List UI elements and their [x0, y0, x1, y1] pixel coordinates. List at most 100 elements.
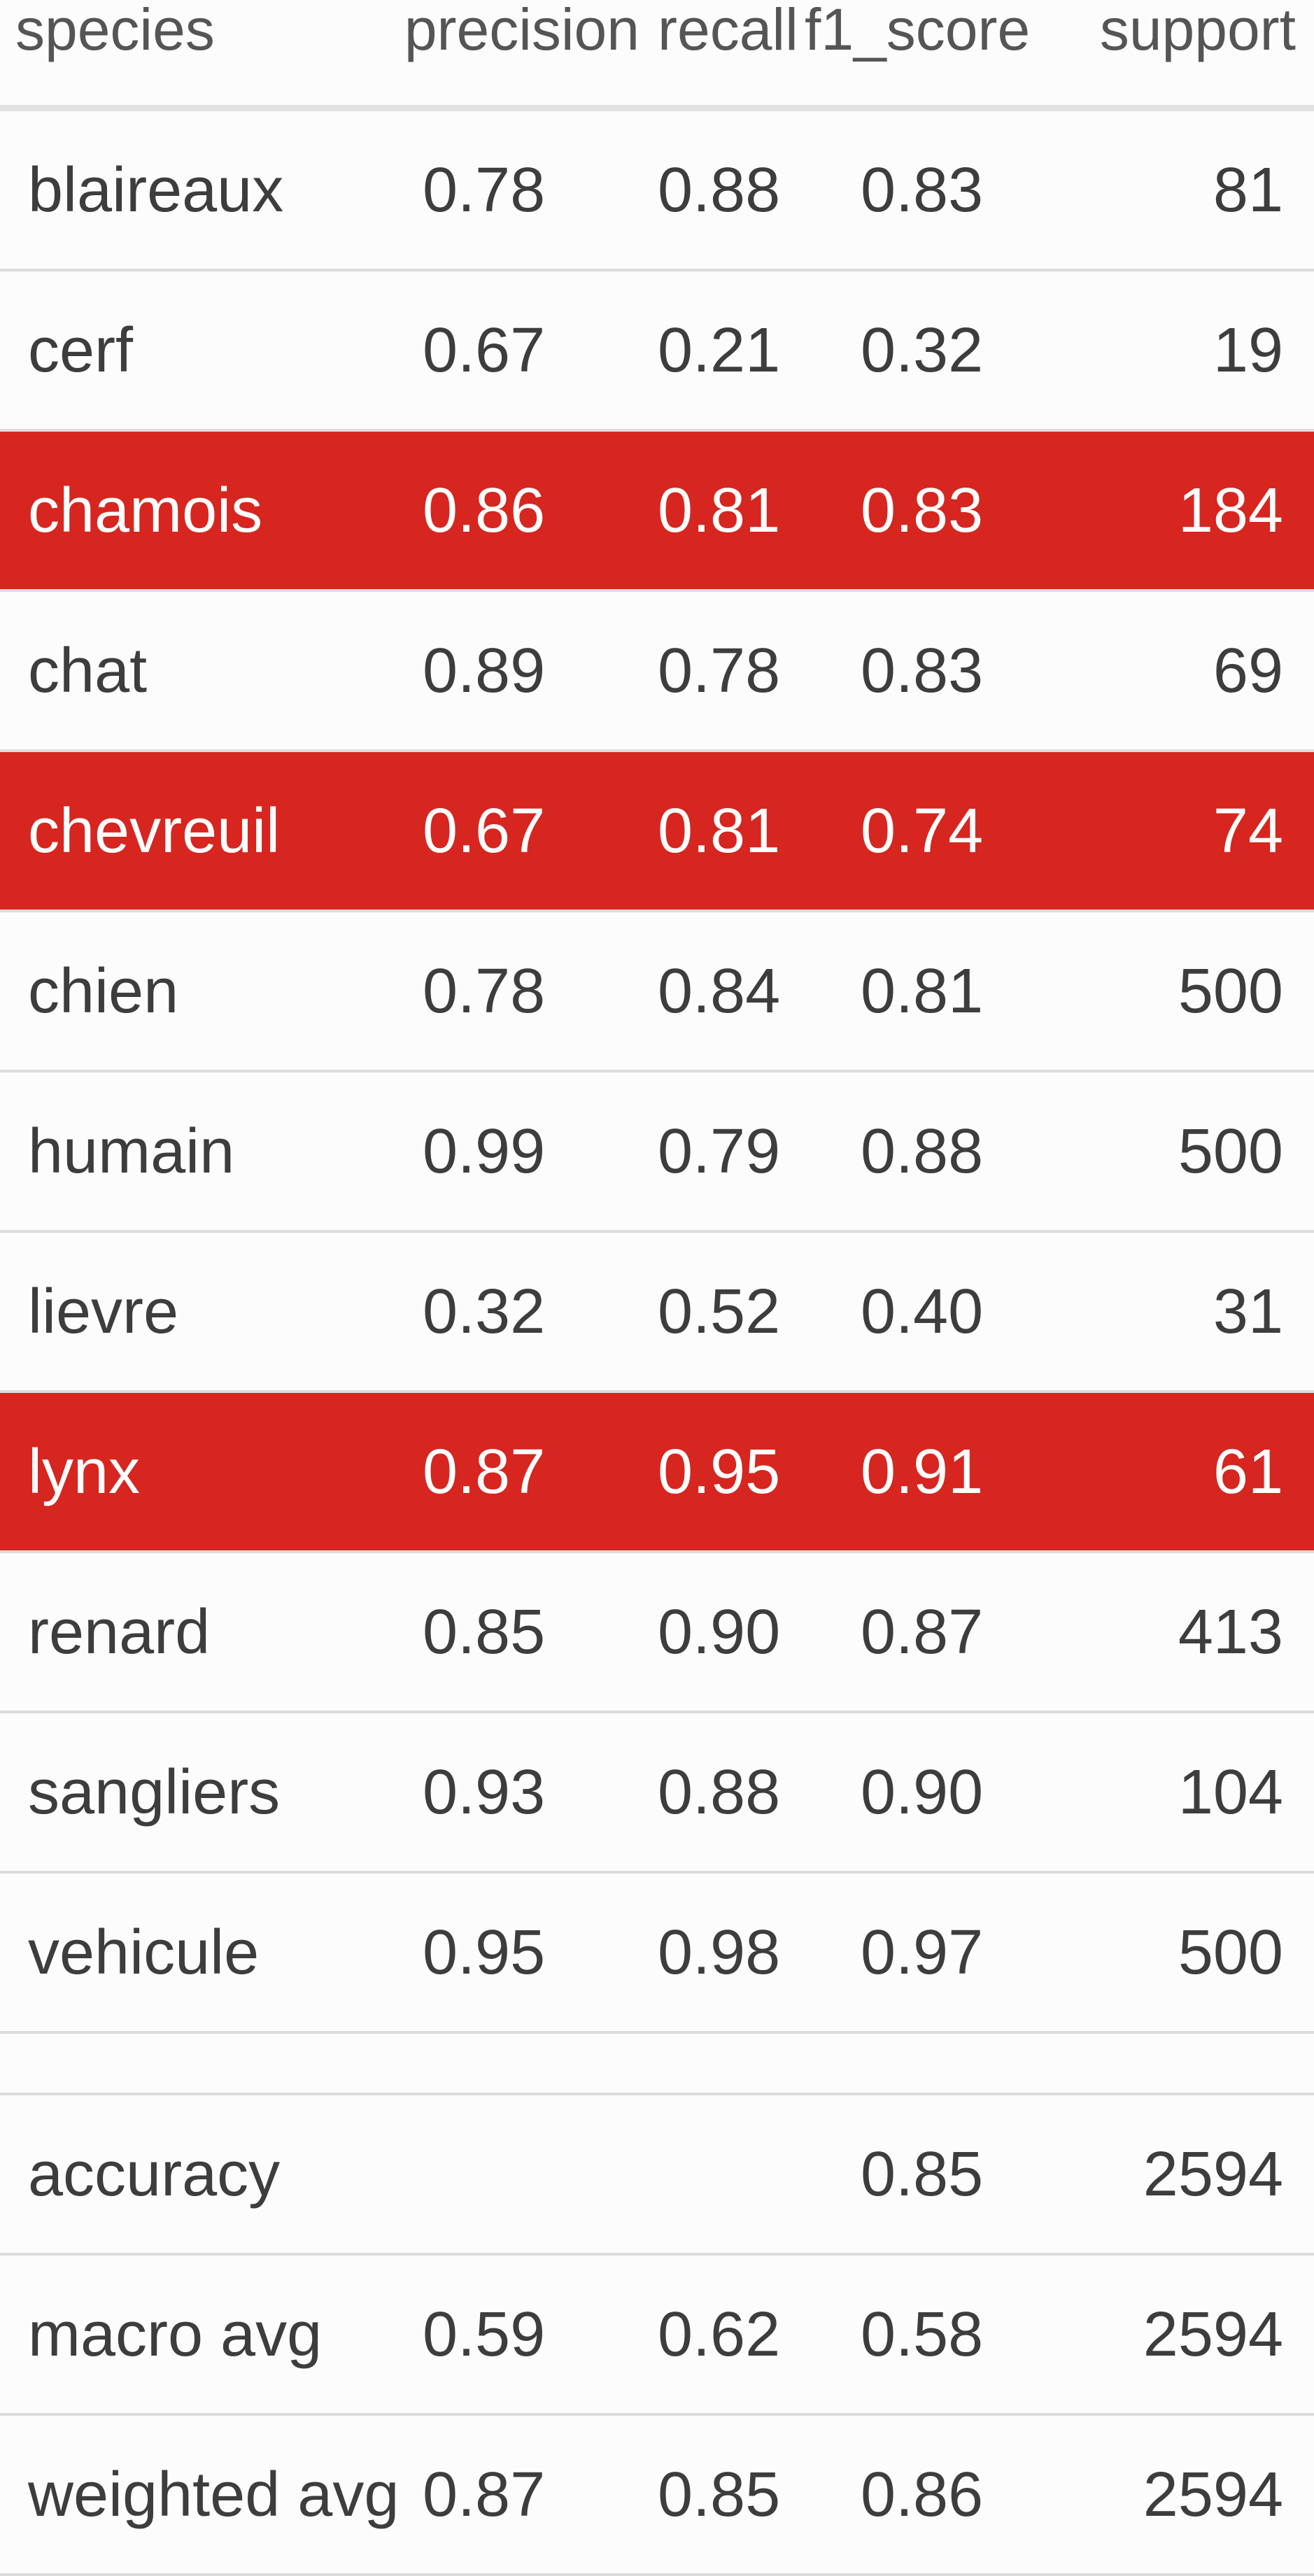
cell-support: 61 [1015, 1392, 1314, 1553]
spacer-cell [0, 2032, 1314, 2095]
cell-species: chat [0, 590, 392, 752]
cell-support: 104 [1015, 1712, 1314, 1874]
table-row: lievre 0.32 0.52 0.40 31 [0, 1231, 1314, 1393]
cell-f1-score: 0.81 [805, 911, 1015, 1073]
cell-support: 74 [1015, 751, 1314, 912]
cell-species: renard [0, 1552, 392, 1713]
table-row: vehicule 0.95 0.98 0.97 500 [0, 1872, 1314, 2034]
cell-precision: 0.89 [392, 590, 658, 752]
cell-recall: 0.21 [658, 270, 805, 432]
cell-f1-score: 0.87 [805, 1552, 1015, 1713]
cell-support: 500 [1015, 911, 1314, 1073]
column-header-species: species [0, 0, 392, 111]
table-body: blaireaux 0.78 0.88 0.83 81 cerf 0.67 0.21 0.32 1… [0, 108, 1314, 2576]
cell-f1-score: 0.97 [805, 1872, 1015, 2034]
cell-support: 413 [1015, 1552, 1314, 1713]
summary-row: macro avg 0.59 0.62 0.58 2594 [0, 2254, 1314, 2416]
cell-f1-score: 0.88 [805, 1071, 1015, 1233]
cell-species: weighted avg [0, 2414, 399, 2576]
cell-recall: 0.81 [658, 751, 805, 912]
cell-precision: 0.99 [392, 1071, 658, 1233]
cell-support: 500 [1015, 1872, 1314, 2034]
cell-f1-score: 0.90 [805, 1712, 1015, 1874]
cell-precision: 0.59 [392, 2254, 658, 2416]
cell-precision: 0.95 [392, 1872, 658, 2034]
table-row: blaireaux 0.78 0.88 0.83 81 [0, 108, 1314, 271]
column-header-f1-score: f1_score [805, 0, 1030, 111]
cell-support: 184 [1015, 430, 1314, 592]
cell-species: cerf [0, 270, 392, 432]
table-row: chamois 0.86 0.81 0.83 184 [0, 430, 1314, 592]
cell-precision: 0.78 [392, 911, 658, 1073]
cell-precision: 0.85 [392, 1552, 658, 1713]
summary-row: accuracy 0.85 2594 [0, 2094, 1314, 2256]
column-header-support: support [1015, 0, 1314, 111]
cell-precision: 0.78 [392, 108, 658, 271]
cell-recall: 0.52 [658, 1231, 805, 1393]
table-row: humain 0.99 0.79 0.88 500 [0, 1071, 1314, 1233]
cell-recall: 0.78 [658, 590, 805, 752]
column-header-recall: recall [658, 0, 805, 111]
cell-support: 2594 [1015, 2414, 1314, 2576]
cell-recall: 0.95 [658, 1392, 805, 1553]
cell-support: 2594 [1015, 2094, 1314, 2256]
table-row: chien 0.78 0.84 0.81 500 [0, 911, 1314, 1073]
cell-precision: 0.87 [392, 1392, 658, 1553]
cell-support: 2594 [1015, 2254, 1314, 2416]
table-row: sangliers 0.93 0.88 0.90 104 [0, 1712, 1314, 1874]
table-row: lynx 0.87 0.95 0.91 61 [0, 1392, 1314, 1553]
cell-precision [392, 2094, 658, 2256]
cell-species: macro avg [0, 2254, 392, 2416]
cell-support: 500 [1015, 1071, 1314, 1233]
cell-support: 31 [1015, 1231, 1314, 1393]
cell-f1-score: 0.91 [805, 1392, 1015, 1553]
column-header-precision: precision [392, 0, 658, 111]
cell-recall: 0.88 [658, 1712, 805, 1874]
cell-f1-score: 0.40 [805, 1231, 1015, 1393]
cell-species: humain [0, 1071, 392, 1233]
table-header: species precision recall f1_score suppor… [0, 0, 1314, 111]
cell-f1-score: 0.83 [805, 590, 1015, 752]
cell-species: vehicule [0, 1872, 392, 2034]
cell-support: 19 [1015, 270, 1314, 432]
cell-precision: 0.86 [392, 430, 658, 592]
cell-precision: 0.67 [392, 270, 658, 432]
cell-recall: 0.85 [658, 2414, 805, 2576]
table-row: chat 0.89 0.78 0.83 69 [0, 590, 1314, 752]
cell-support: 81 [1015, 108, 1314, 271]
cell-species: chien [0, 911, 392, 1073]
cell-recall: 0.79 [658, 1071, 805, 1233]
cell-species: sangliers [0, 1712, 392, 1874]
cell-recall: 0.84 [658, 911, 805, 1073]
cell-f1-score: 0.74 [805, 751, 1015, 912]
cell-precision: 0.32 [392, 1231, 658, 1393]
cell-species: blaireaux [0, 108, 392, 271]
cell-recall: 0.62 [658, 2254, 805, 2416]
header-row: species precision recall f1_score suppor… [0, 0, 1314, 111]
cell-f1-score: 0.86 [805, 2414, 1015, 2576]
cell-f1-score: 0.83 [805, 430, 1015, 592]
cell-species: chevreuil [0, 751, 392, 912]
cell-support: 69 [1015, 590, 1314, 752]
cell-precision: 0.93 [392, 1712, 658, 1874]
cell-species: chamois [0, 430, 392, 592]
cell-precision: 0.67 [392, 751, 658, 912]
cell-f1-score: 0.58 [805, 2254, 1015, 2416]
cell-recall [658, 2094, 805, 2256]
table-row: renard 0.85 0.90 0.87 413 [0, 1552, 1314, 1713]
cell-precision: 0.87 [392, 2414, 658, 2576]
cell-recall: 0.88 [658, 108, 805, 271]
section-spacer [0, 2032, 1314, 2095]
cell-species: lievre [0, 1231, 392, 1393]
cell-f1-score: 0.32 [805, 270, 1015, 432]
summary-row: weighted avg 0.87 0.85 0.86 2594 [0, 2414, 1314, 2576]
cell-f1-score: 0.85 [805, 2094, 1015, 2256]
cell-species: lynx [0, 1392, 392, 1553]
cell-f1-score: 0.83 [805, 108, 1015, 271]
cell-recall: 0.98 [658, 1872, 805, 2034]
table-row: cerf 0.67 0.21 0.32 19 [0, 270, 1314, 432]
cell-recall: 0.90 [658, 1552, 805, 1713]
cell-recall: 0.81 [658, 430, 805, 592]
cell-species: accuracy [0, 2094, 392, 2256]
